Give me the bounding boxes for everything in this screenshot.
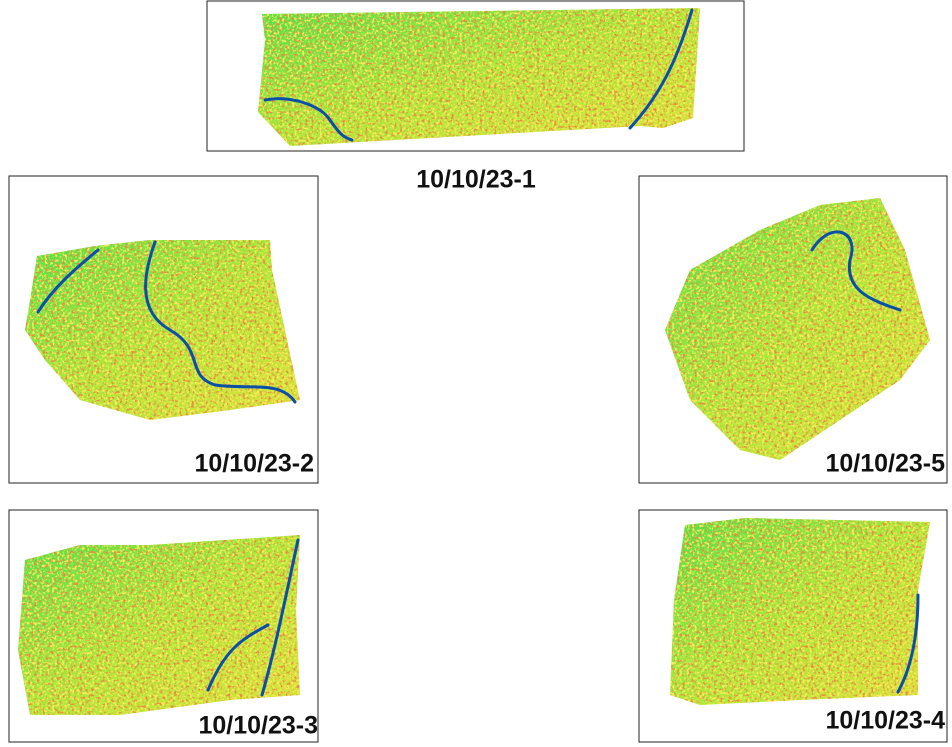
panel-label: 10/10/23-3	[198, 712, 318, 740]
panel-label: 10/10/23-4	[825, 707, 945, 735]
panel-label: 10/10/23-1	[416, 166, 536, 194]
point-cloud	[18, 535, 300, 715]
point-clouds	[18, 8, 930, 715]
page: 10/10/23-1 10/10/23-2 10/10/23-5 10/10/2…	[0, 0, 952, 747]
figure: 10/10/23-1 10/10/23-2 10/10/23-5 10/10/2…	[0, 0, 952, 747]
panel-label: 10/10/23-2	[194, 450, 314, 478]
panel-label: 10/10/23-5	[825, 450, 945, 478]
point-cloud	[670, 518, 930, 705]
